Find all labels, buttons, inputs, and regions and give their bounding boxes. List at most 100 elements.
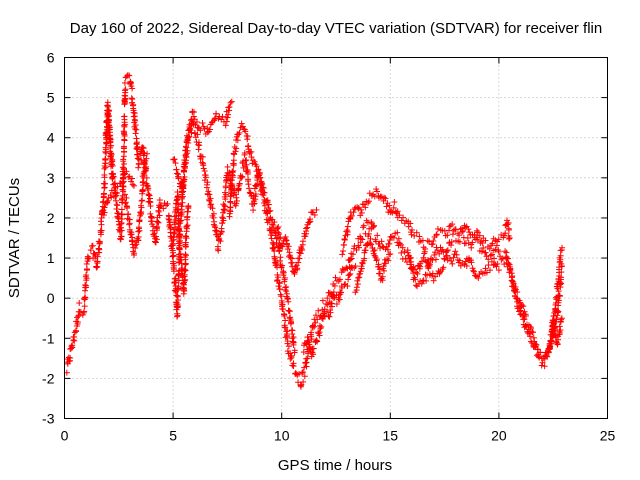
data-point	[299, 238, 306, 245]
data-point	[129, 85, 136, 92]
data-point	[87, 247, 94, 254]
data-point	[201, 125, 208, 132]
data-point	[379, 273, 386, 280]
data-point	[203, 181, 210, 188]
data-point	[284, 338, 291, 345]
data-point	[127, 80, 134, 87]
data-point	[136, 227, 143, 234]
data-point	[275, 283, 282, 290]
data-point	[296, 255, 303, 262]
data-point	[476, 232, 483, 239]
data-point	[210, 221, 217, 228]
data-point	[277, 234, 284, 241]
x-tick-label: 0	[61, 428, 69, 444]
data-point	[296, 370, 303, 377]
data-point	[169, 253, 176, 260]
data-point	[184, 222, 191, 229]
data-point	[158, 202, 165, 209]
data-point	[333, 300, 340, 307]
data-point	[230, 160, 237, 167]
data-point	[468, 244, 475, 251]
y-tick-label: -2	[42, 370, 55, 386]
data-point	[365, 230, 372, 237]
data-point	[135, 228, 142, 235]
data-point	[486, 267, 493, 274]
data-point	[275, 229, 282, 236]
data-point	[302, 360, 309, 367]
data-point	[556, 264, 563, 271]
data-point	[209, 205, 216, 212]
data-point	[495, 248, 502, 255]
data-point	[102, 160, 109, 167]
data-point	[505, 219, 512, 226]
data-point	[483, 253, 490, 260]
data-point	[138, 197, 145, 204]
data-point	[485, 256, 492, 263]
data-point	[424, 257, 431, 264]
data-point	[548, 329, 555, 336]
data-point	[360, 222, 367, 229]
data-point	[346, 271, 353, 278]
data-point	[502, 230, 509, 237]
data-point	[394, 229, 401, 236]
data-point	[170, 242, 177, 249]
data-point	[228, 185, 235, 192]
data-point	[145, 185, 152, 192]
data-point	[258, 179, 265, 186]
data-point	[71, 333, 78, 340]
data-point	[94, 253, 101, 260]
data-point	[284, 246, 291, 253]
data-point	[206, 191, 213, 198]
data-point	[434, 225, 441, 232]
data-point	[207, 195, 214, 202]
data-point	[121, 113, 128, 120]
data-point	[178, 203, 185, 210]
data-point	[413, 229, 420, 236]
data-point	[105, 116, 112, 123]
data-point	[517, 311, 524, 318]
data-point	[282, 317, 289, 324]
data-point	[475, 274, 482, 281]
data-point	[355, 205, 362, 212]
data-point	[505, 261, 512, 268]
data-point	[93, 264, 100, 271]
data-point	[381, 267, 388, 274]
data-point	[283, 334, 290, 341]
data-point	[160, 205, 167, 212]
data-point	[502, 248, 509, 255]
data-point	[143, 155, 150, 162]
data-point	[401, 248, 408, 255]
data-point	[303, 230, 310, 237]
data-point	[290, 339, 297, 346]
data-point	[108, 161, 115, 168]
data-point	[231, 143, 238, 150]
data-point	[551, 309, 558, 316]
data-point	[132, 117, 139, 124]
data-point	[132, 244, 139, 251]
data-point	[281, 311, 288, 318]
plot-frame	[64, 57, 608, 419]
data-point	[408, 231, 415, 238]
data-point	[448, 257, 455, 264]
data-point	[164, 200, 171, 207]
data-point	[482, 249, 489, 256]
data-point	[183, 235, 190, 242]
data-point	[344, 228, 351, 235]
data-point	[171, 279, 178, 286]
data-point	[242, 163, 249, 170]
data-point	[464, 235, 471, 242]
data-point	[265, 201, 272, 208]
data-point	[523, 323, 530, 330]
data-point	[518, 301, 525, 308]
data-point	[421, 248, 428, 255]
data-point	[83, 272, 90, 279]
data-point	[89, 242, 96, 249]
data-point	[173, 197, 180, 204]
data-point	[147, 203, 154, 210]
data-point	[263, 197, 270, 204]
data-point	[556, 269, 563, 276]
data-point	[226, 103, 233, 110]
data-point	[238, 120, 245, 127]
data-point	[386, 202, 393, 209]
data-point	[366, 198, 373, 205]
